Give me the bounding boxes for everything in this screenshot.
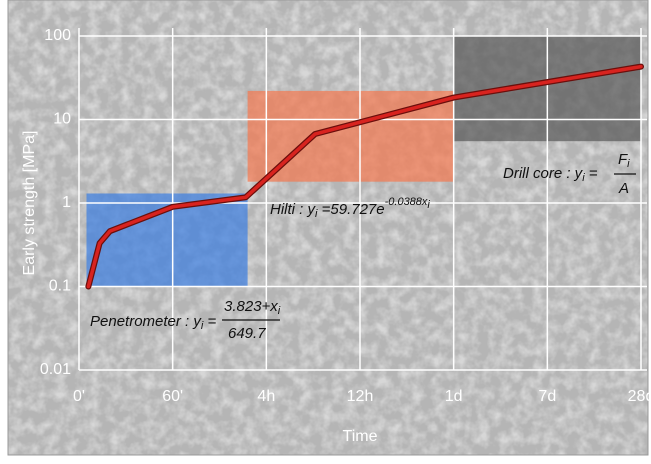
x-axis-title: Time <box>343 428 378 445</box>
y-tick-label: 10 <box>53 111 71 128</box>
page: {"chart_data": { "type": "line", "x_labe… <box>0 0 651 459</box>
x-tick-label: 60' <box>162 388 183 405</box>
y-tick-label: 1 <box>62 194 71 211</box>
y-tick-label: 0.1 <box>49 278 71 295</box>
x-tick-label: 12h <box>347 388 374 405</box>
x-tick-label: 0' <box>73 388 85 405</box>
x-tick-label: 1d <box>445 388 463 405</box>
y-tick-label: 100 <box>44 27 71 44</box>
annotation-numerator: 3.823+xi <box>224 298 281 317</box>
x-tick-label: 7d <box>538 388 556 405</box>
y-tick-label: 0.01 <box>40 361 71 378</box>
annotation-denominator: 649.7 <box>228 325 266 342</box>
x-tick-label: 28d <box>628 388 651 405</box>
annotation: Penetrometer : yi = <box>90 313 217 332</box>
y-axis-title: Early strength [MPa] <box>21 131 38 276</box>
x-tick-label: 4h <box>257 388 275 405</box>
annotation-denominator: A <box>618 180 629 197</box>
chart: 0.01 0.1 1 10 100 0' 60' 4h 12h 1d 7d 28d Time Earl… <box>0 0 651 459</box>
